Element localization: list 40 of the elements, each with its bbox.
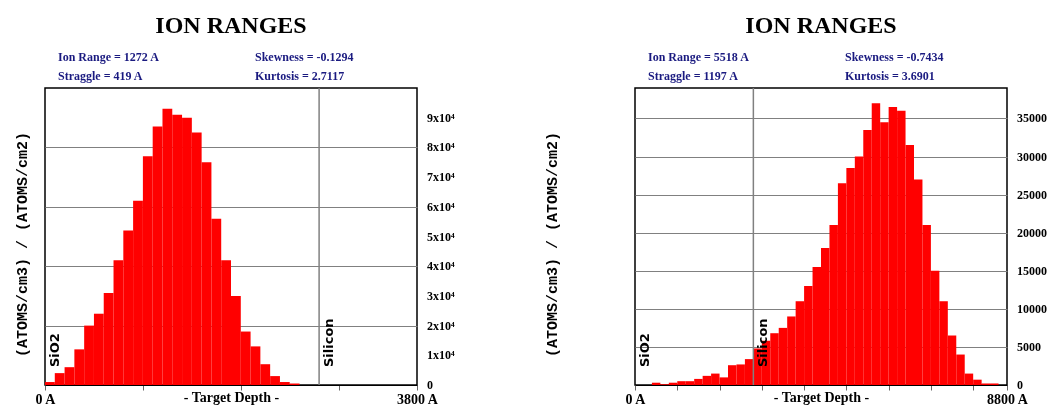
y-axis-title: (ATOMS/cm3) / (ATOMS/cm2) <box>15 131 32 358</box>
y-tick-label: 6x10⁴ <box>427 199 455 214</box>
y-tick-label: 4x10⁴ <box>427 259 455 274</box>
x-tick-label: 0 A <box>35 391 57 407</box>
ref-line-label: Silicon <box>321 318 337 367</box>
text: Ion Range = 1272 A <box>58 50 160 64</box>
y-tick-label: 15000 <box>1017 263 1047 278</box>
text: Kurtosis = 3.6901 <box>845 69 935 83</box>
y-tick-label: 1x10⁴ <box>427 348 455 363</box>
x-tick-label: 0 A <box>625 391 647 407</box>
text: Straggle = 419 A <box>58 69 143 83</box>
text: Skewness = -0.7434 <box>845 50 944 64</box>
y-tick-label: 25000 <box>1017 187 1047 202</box>
annotation: SiO2 <box>637 333 652 367</box>
text: Ion Range = 5518 A <box>648 50 750 64</box>
x-tick-label: 8800 A <box>987 391 1029 407</box>
y-tick-label: 0 <box>427 378 433 392</box>
ref-line-label: Silicon <box>755 318 771 367</box>
x-axis-title: - Target Depth - <box>183 389 280 405</box>
y-tick-label: 30000 <box>1017 149 1047 164</box>
y-tick-label: 2x10⁴ <box>427 318 455 333</box>
y-tick-label: 5x10⁴ <box>427 229 455 244</box>
chart-title: ION RANGES <box>745 12 897 38</box>
y-tick-label: 7x10⁴ <box>427 170 455 185</box>
y-tick-label: 8x10⁴ <box>427 140 455 155</box>
y-tick-label: 3x10⁴ <box>427 288 455 303</box>
chart-title: ION RANGES <box>155 12 307 38</box>
y-tick-label: 5000 <box>1017 339 1041 354</box>
x-tick-label: 3800 A <box>397 391 439 407</box>
y-tick-label: 20000 <box>1017 225 1047 240</box>
text: Straggle = 1197 A <box>648 69 739 83</box>
y-tick-label: 10000 <box>1017 301 1047 316</box>
text: Skewness = -0.1294 <box>255 50 354 64</box>
y-axis-title: (ATOMS/cm3) / (ATOMS/cm2) <box>545 131 562 358</box>
y-tick-label: 0 <box>1017 378 1023 392</box>
text: Kurtosis = 2.7117 <box>255 69 345 83</box>
x-axis-title: - Target Depth - <box>773 389 870 405</box>
y-tick-label: 9x10⁴ <box>427 110 455 125</box>
y-tick-label: 35000 <box>1017 111 1047 126</box>
annotation: SiO2 <box>47 333 62 367</box>
